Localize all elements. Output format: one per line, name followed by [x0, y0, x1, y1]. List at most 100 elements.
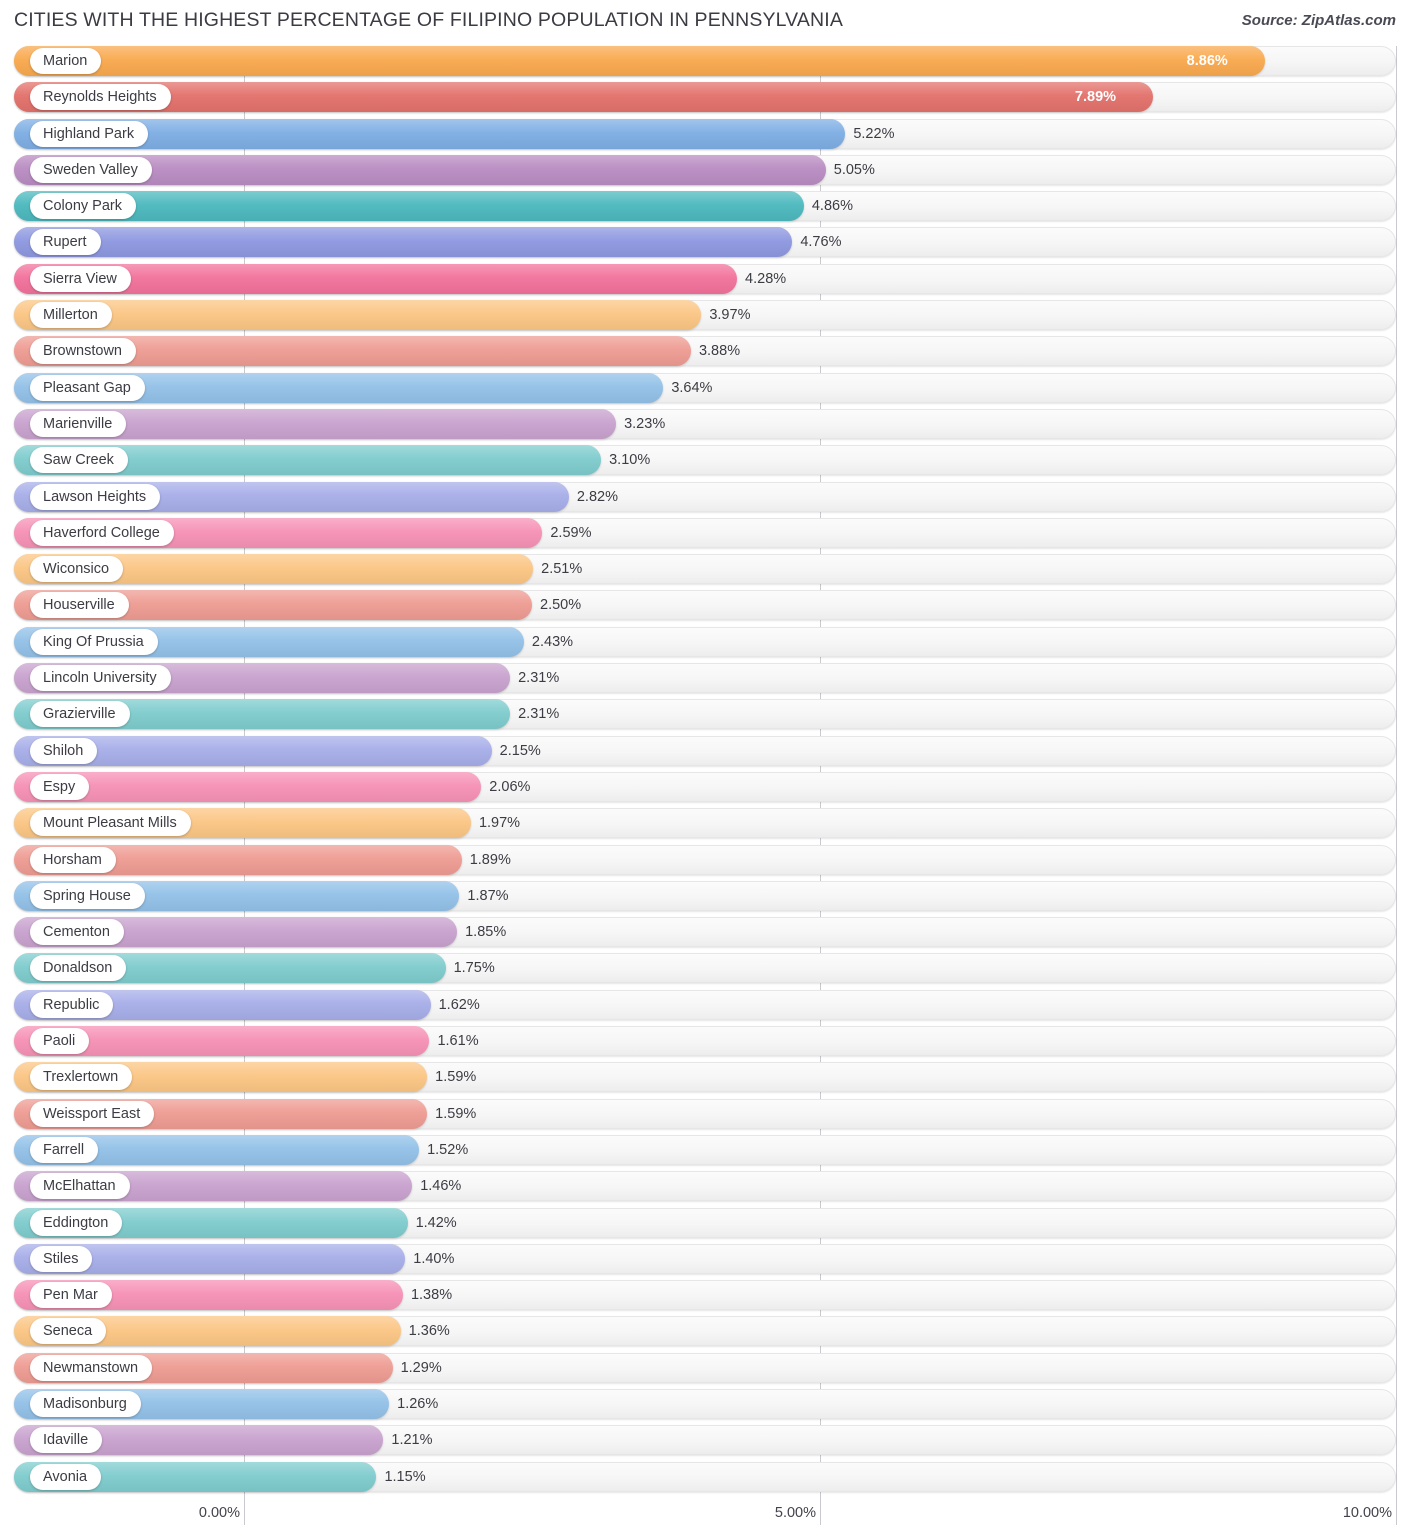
- bar-gloss: [14, 46, 1265, 76]
- bar-value: 1.89%: [469, 851, 511, 868]
- bar-value: 2.82%: [576, 488, 618, 505]
- bar-row[interactable]: Paoli 1.61%: [0, 1026, 1406, 1057]
- bar-row[interactable]: Spring House 1.87%: [0, 880, 1406, 911]
- bar-row[interactable]: Saw Creek 3.10%: [0, 445, 1406, 476]
- bar-value: 4.28%: [745, 270, 787, 287]
- bar-value: 1.62%: [438, 996, 480, 1013]
- bar-row[interactable]: Houserville 2.50%: [0, 590, 1406, 621]
- bar-value: 1.29%: [400, 1359, 442, 1376]
- bar[interactable]: [14, 300, 702, 331]
- bar-value: 2.51%: [541, 561, 583, 578]
- bar-row[interactable]: Pleasant Gap 3.64%: [0, 372, 1406, 403]
- bar-row[interactable]: Farrell 1.52%: [0, 1134, 1406, 1165]
- bar-label-grazierville: Grazierville: [30, 701, 130, 728]
- bar-value: 1.59%: [435, 1069, 477, 1086]
- bar-row[interactable]: Republic 1.62%: [0, 989, 1406, 1020]
- source-attribution: Source: ZipAtlas.com: [1241, 12, 1396, 29]
- bar-row[interactable]: Highland Park 5.22%: [0, 118, 1406, 149]
- bar[interactable]: [14, 46, 1265, 76]
- bar-label-stiles: Stiles: [30, 1245, 93, 1272]
- bar-row[interactable]: Mount Pleasant Mills 1.97%: [0, 808, 1406, 839]
- bar-row[interactable]: Donaldson 1.75%: [0, 953, 1406, 984]
- bar-row[interactable]: Madisonburg 1.26%: [0, 1388, 1406, 1419]
- bar-value: 1.26%: [397, 1395, 439, 1412]
- bar-row[interactable]: Millerton 3.97%: [0, 300, 1406, 331]
- bar-row[interactable]: Cementon 1.85%: [0, 917, 1406, 948]
- bar-label-brownstown: Brownstown: [30, 338, 136, 365]
- bar-row[interactable]: King Of Prussia 2.43%: [0, 626, 1406, 657]
- bar-label-horsham: Horsham: [30, 846, 116, 873]
- bar[interactable]: [14, 735, 492, 766]
- bar-value: 3.97%: [709, 307, 751, 324]
- bar-row[interactable]: Pen Mar 1.38%: [0, 1280, 1406, 1311]
- bar-value: 1.97%: [478, 815, 521, 832]
- bar-row[interactable]: Brownstown 3.88%: [0, 336, 1406, 367]
- bar-rows: Marion 8.86% Reynolds Heights 7.89% Highland…: [0, 46, 1406, 1498]
- bar-row[interactable]: Horsham 1.89%: [0, 844, 1406, 875]
- tick-mark: [1396, 1501, 1397, 1525]
- bar-row[interactable]: Sweden Valley 5.05%: [0, 154, 1406, 185]
- bar-row[interactable]: Shiloh 2.15%: [0, 735, 1406, 766]
- bar[interactable]: [14, 227, 793, 258]
- bar-row[interactable]: Grazierville 2.31%: [0, 699, 1406, 730]
- bar-row[interactable]: Stiles 1.40%: [0, 1243, 1406, 1274]
- bar-label-king-of-prussia: King Of Prussia: [30, 628, 158, 655]
- axis-tick-label: 5.00%: [774, 1505, 816, 1521]
- bar-gloss: [14, 263, 738, 294]
- bar-row[interactable]: Espy 2.06%: [0, 771, 1406, 802]
- bar-label-mcelhattan: McElhattan: [30, 1173, 130, 1200]
- bar-value: 1.40%: [413, 1250, 455, 1267]
- bar-row[interactable]: Sierra View 4.28%: [0, 263, 1406, 294]
- bar-label-saw-creek: Saw Creek: [30, 447, 128, 474]
- bar-label-lawson-heights: Lawson Heights: [30, 483, 161, 510]
- x-axis: 0.00% 5.00% 10.00%: [0, 1501, 1406, 1537]
- bar-label-sweden-valley: Sweden Valley: [30, 156, 152, 183]
- bar-label-colony-park: Colony Park: [30, 193, 136, 220]
- bar[interactable]: [14, 771, 482, 802]
- bar-label-cementon: Cementon: [30, 919, 124, 946]
- bar-row[interactable]: Reynolds Heights 7.89%: [0, 82, 1406, 113]
- bar[interactable]: [14, 590, 532, 621]
- bar-row[interactable]: McElhattan 1.46%: [0, 1171, 1406, 1202]
- bar-label-millerton: Millerton: [30, 302, 112, 329]
- bar-row[interactable]: Trexlertown 1.59%: [0, 1062, 1406, 1093]
- page-title: CITIES WITH THE HIGHEST PERCENTAGE OF FI…: [14, 9, 843, 31]
- bar-gloss: [14, 300, 702, 331]
- bar-label-highland-park: Highland Park: [30, 120, 149, 147]
- bar-value: 4.76%: [800, 234, 842, 251]
- bar-row[interactable]: Weissport East 1.59%: [0, 1098, 1406, 1129]
- bar[interactable]: [14, 263, 738, 294]
- bar-row[interactable]: Wiconsico 2.51%: [0, 554, 1406, 585]
- bar-gloss: [14, 227, 793, 258]
- bar-label-avonia: Avonia: [30, 1463, 102, 1490]
- bar-label-espy: Espy: [30, 773, 90, 800]
- bar-row[interactable]: Eddington 1.42%: [0, 1207, 1406, 1238]
- axis-tick-label: 0.00%: [198, 1505, 240, 1521]
- bar-row[interactable]: Colony Park 4.86%: [0, 191, 1406, 222]
- bar-row[interactable]: Idaville 1.21%: [0, 1425, 1406, 1456]
- bar-row[interactable]: Marienville 3.23%: [0, 408, 1406, 439]
- bar-row[interactable]: Newmanstown 1.29%: [0, 1352, 1406, 1383]
- bar-value: 1.46%: [420, 1178, 462, 1195]
- bar-label-idaville: Idaville: [30, 1427, 103, 1454]
- bar[interactable]: [14, 118, 846, 149]
- bar-value: 2.06%: [489, 778, 531, 795]
- bar-row[interactable]: Avonia 1.15%: [0, 1461, 1406, 1492]
- bar-row[interactable]: Lincoln University 2.31%: [0, 663, 1406, 694]
- bar-row[interactable]: Haverford College 2.59%: [0, 517, 1406, 548]
- bar[interactable]: [14, 191, 804, 222]
- bar-value: 2.15%: [499, 742, 541, 759]
- bar-row[interactable]: Marion 8.86%: [0, 46, 1406, 76]
- bar-label-donaldson: Donaldson: [30, 955, 127, 982]
- bar-row[interactable]: Rupert 4.76%: [0, 227, 1406, 258]
- bar-value: 3.10%: [609, 452, 651, 469]
- bar-label-sierra-view: Sierra View: [30, 265, 131, 292]
- bar-row[interactable]: Seneca 1.36%: [0, 1316, 1406, 1347]
- bar-value: 1.59%: [435, 1105, 477, 1122]
- bar-label-seneca: Seneca: [30, 1318, 107, 1345]
- bar-label-spring-house: Spring House: [30, 882, 145, 909]
- bar-label-lincoln-university: Lincoln University: [30, 665, 171, 692]
- bar[interactable]: [14, 82, 1153, 113]
- bar-row[interactable]: Lawson Heights 2.82%: [0, 481, 1406, 512]
